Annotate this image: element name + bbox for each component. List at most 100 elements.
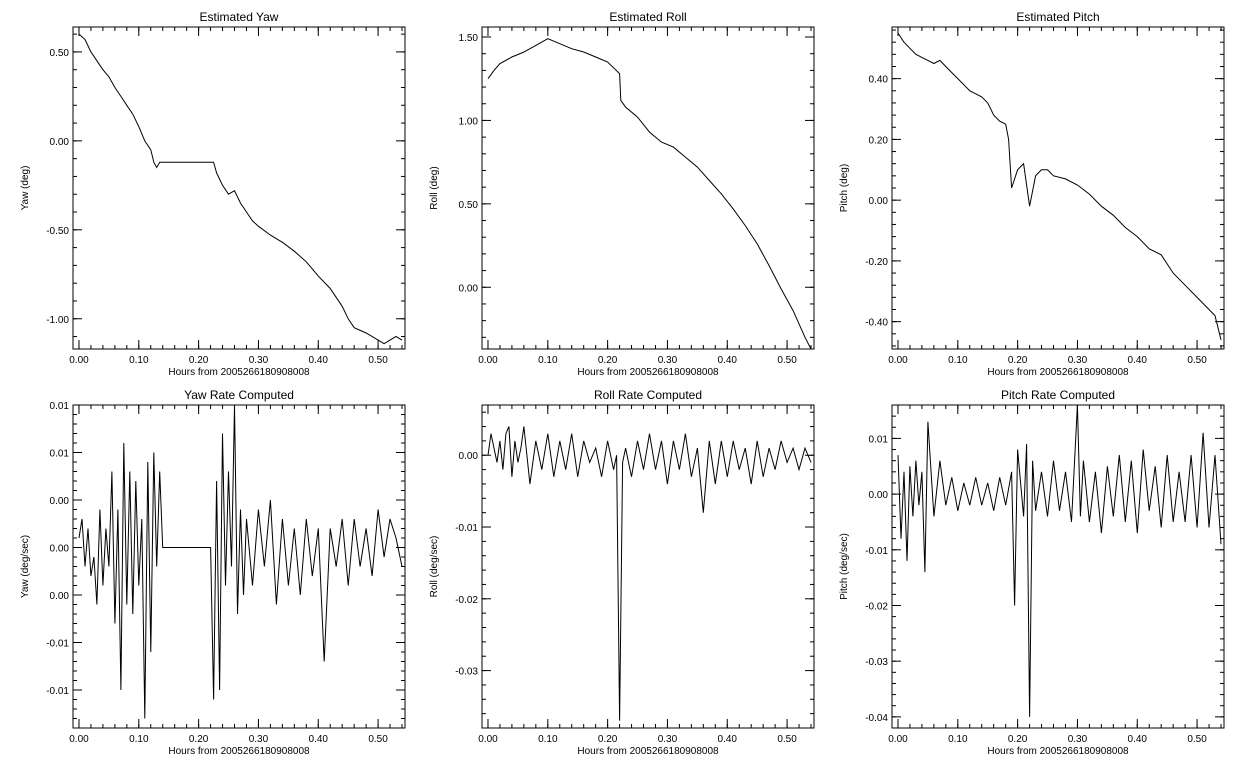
y-tick-label: 0.01 [869,434,889,445]
y-tick-label: 0.00 [50,591,70,602]
x-tick-label: 0.40 [309,734,329,745]
y-tick-label: -0.50 [46,226,69,237]
x-tick-label: 0.20 [598,355,618,366]
x-tick-label: 0.30 [249,355,269,366]
plot-frame [891,404,1225,729]
y-tick-label: 0.00 [869,196,889,207]
x-tick-label: 0.30 [1068,355,1088,366]
x-tick-label: 0.10 [948,355,968,366]
y-tick-label: 0.20 [869,135,889,146]
series-line [487,38,812,350]
x-tick-label: 0.00 [478,734,498,745]
y-tick-label: -1.00 [46,315,69,326]
y-tick-label: -0.01 [865,546,888,557]
chart-panel-4: Yaw Rate Computed Hours from 200526618090… [20,388,406,757]
y-tick-label: 1.00 [459,116,479,127]
chart-title: Estimated Yaw [200,10,279,24]
plot-frame [891,26,1225,350]
x-axis-label: Hours from 2005266180908008 [577,746,719,757]
chart-title: Estimated Roll [609,10,686,24]
y-tick-label: 1.50 [459,33,479,44]
series-line [487,426,812,721]
x-tick-label: 0.10 [129,355,149,366]
x-tick-label: 0.30 [1068,734,1088,745]
y-tick-label: 0.01 [50,401,70,412]
x-tick-label: 0.10 [538,355,558,366]
y-tick-label: 0.50 [459,200,479,211]
x-axis-label: Hours from 2005266180908008 [577,367,719,378]
x-tick-label: 0.40 [309,355,329,366]
x-tick-label: 0.40 [718,734,738,745]
chart-panel-5: Roll Rate Computed Hours from 20052661809… [429,388,815,757]
x-tick-label: 0.20 [598,734,618,745]
plot-frame [481,404,815,729]
series-line [78,33,403,345]
x-tick-label: 0.50 [368,355,388,366]
y-axis-label: Yaw (deg/sec) [20,535,31,598]
x-tick-label: 0.10 [948,734,968,745]
x-tick-label: 0.50 [1187,734,1207,745]
y-tick-label: -0.04 [865,713,888,724]
y-axis-label: Yaw (deg) [20,166,31,211]
series-line [897,404,1222,717]
chart-title: Roll Rate Computed [594,388,702,402]
y-tick-label: -0.03 [865,657,888,668]
x-tick-label: 0.10 [129,734,149,745]
x-tick-label: 0.50 [777,355,797,366]
x-tick-label: 0.50 [1187,355,1207,366]
x-tick-label: 0.40 [1128,734,1148,745]
x-tick-label: 0.20 [1008,355,1028,366]
series-line [78,404,403,719]
x-axis-label: Hours from 2005266180908008 [168,367,310,378]
plot-frame [481,26,815,350]
x-tick-label: 0.00 [888,734,908,745]
y-tick-label: -0.02 [455,595,478,606]
x-tick-label: 0.50 [777,734,797,745]
x-tick-label: 0.20 [189,734,209,745]
chart-panel-6: Pitch Rate Computed Hours from 2005266180… [839,388,1225,757]
y-tick-label: 0.40 [869,75,889,86]
x-axis-label: Hours from 2005266180908008 [987,367,1129,378]
x-tick-label: 0.30 [249,734,269,745]
y-axis-label: Roll (deg/sec) [429,536,440,598]
y-tick-label: 0.00 [50,496,70,507]
chart-title: Estimated Pitch [1016,10,1099,24]
x-tick-label: 0.50 [368,734,388,745]
chart-panel-3: Estimated Pitch Hours from 20052661809080… [839,10,1225,378]
y-tick-label: 0.00 [459,451,479,462]
x-tick-label: 0.40 [1128,355,1148,366]
x-tick-label: 0.20 [189,355,209,366]
y-axis-label: Pitch (deg/sec) [839,533,850,600]
x-axis-label: Hours from 2005266180908008 [987,746,1129,757]
y-tick-label: 0.00 [869,490,889,501]
y-tick-label: -0.20 [865,257,888,268]
chart-panel-2: Estimated Roll Hours from 200526618090800… [429,10,815,378]
x-tick-label: 0.40 [718,355,738,366]
x-tick-label: 0.20 [1008,734,1028,745]
series-line [897,32,1222,341]
chart-panel-1: Estimated Yaw Hours from 2005266180908008… [20,10,406,378]
y-tick-label: -0.01 [46,639,69,650]
y-tick-label: 0.50 [50,48,70,59]
y-tick-label: -0.03 [455,667,478,678]
x-tick-label: 0.00 [69,734,89,745]
y-axis-label: Pitch (deg) [839,164,850,212]
y-tick-label: 0.00 [459,283,479,294]
y-tick-label: -0.02 [865,601,888,612]
x-tick-label: 0.00 [478,355,498,366]
x-tick-label: 0.10 [538,734,558,745]
y-tick-label: 0.01 [50,449,70,460]
x-tick-label: 0.00 [888,355,908,366]
x-tick-label: 0.00 [69,355,89,366]
y-tick-label: -0.01 [455,523,478,534]
y-tick-label: 0.00 [50,137,70,148]
y-tick-label: -0.40 [865,318,888,329]
x-axis-label: Hours from 2005266180908008 [168,746,310,757]
y-tick-label: 0.00 [50,544,70,555]
x-tick-label: 0.30 [658,355,678,366]
y-axis-label: Roll (deg) [429,166,440,209]
plot-frame [72,26,406,350]
x-tick-label: 0.30 [658,734,678,745]
chart-title: Yaw Rate Computed [184,388,294,402]
